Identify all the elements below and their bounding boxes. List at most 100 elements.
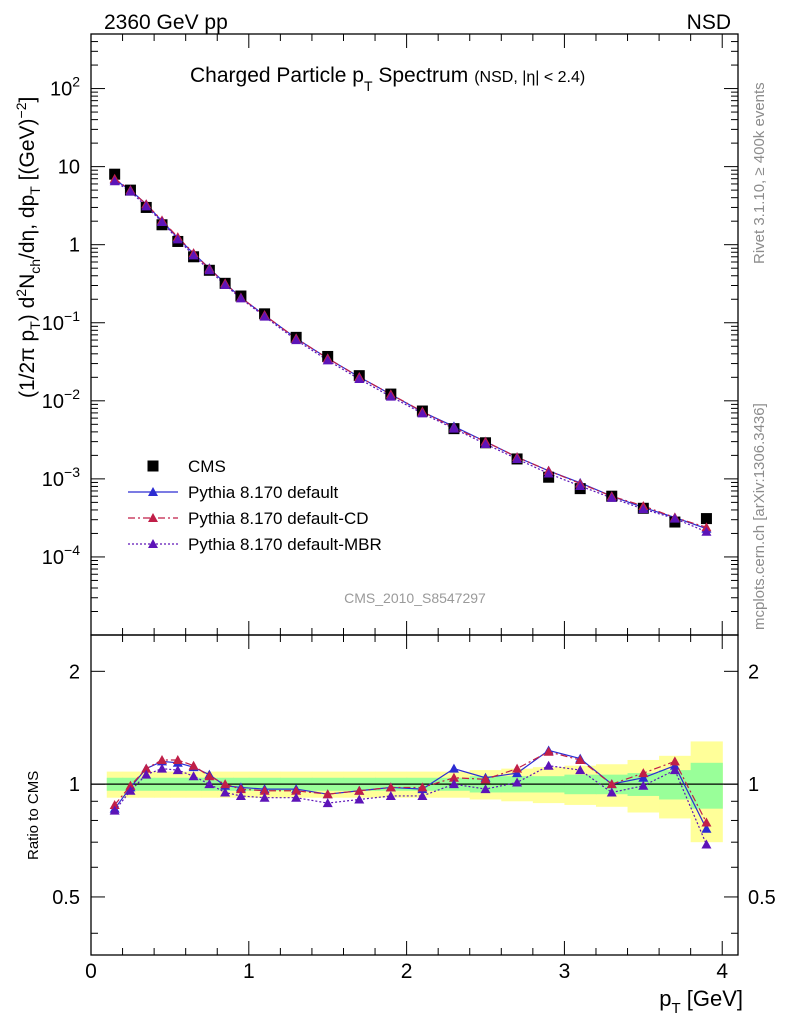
ratio-series-marker xyxy=(157,754,168,764)
ratio-series-marker xyxy=(322,789,333,799)
spectrum-series-marker xyxy=(259,311,270,321)
ratio-y-axis-label: Ratio to CMS xyxy=(25,771,42,860)
ratio-series-marker xyxy=(235,790,246,800)
ratio-series-marker xyxy=(543,746,554,756)
x-tick-label: 0 xyxy=(85,960,97,983)
ratio-series-marker xyxy=(188,760,199,770)
ratio-series-marker xyxy=(417,790,428,800)
y-tick-label: 102 xyxy=(50,74,80,101)
ratio-series-marker xyxy=(480,784,491,794)
spectrum-title: Charged Particle pT Spectrum (NSD, |η| < … xyxy=(190,64,585,94)
spectrum-series-marker xyxy=(220,279,231,289)
analysis-id-label: CMS_2010_S8547297 xyxy=(344,590,486,606)
ratio-series-marker xyxy=(606,787,617,797)
cms-data-point xyxy=(700,513,712,525)
ratio-series-marker xyxy=(606,779,617,789)
spectrum-series-marker xyxy=(385,391,396,401)
y-tick-label: 10 xyxy=(58,157,80,179)
ratio-series-marker xyxy=(543,760,554,770)
spectrum-series-marker xyxy=(125,186,136,196)
spectrum-series-marker xyxy=(638,504,649,514)
ratio-band-inner xyxy=(690,762,723,809)
ratio-y-tick-label-left: 0.5 xyxy=(52,887,80,909)
spectrum-series-marker xyxy=(157,217,168,227)
ratio-data-area xyxy=(91,741,738,849)
ratio-series-marker xyxy=(157,763,168,773)
ratio-series-marker xyxy=(291,792,302,802)
spectrum-series-marker xyxy=(448,423,459,433)
legend-label: Pythia 8.170 default-CD xyxy=(188,509,369,528)
ratio-series-marker xyxy=(172,765,183,775)
ratio-series-marker xyxy=(235,784,246,794)
ratio-series-marker xyxy=(701,823,712,833)
ratio-series-marker xyxy=(204,771,215,781)
ratio-series-marker xyxy=(701,817,712,827)
ratio-series-marker xyxy=(512,768,523,778)
ratio-series-marker xyxy=(322,798,333,808)
x-axis-label: pT [GeV] xyxy=(659,986,743,1017)
x-tick-label: 3 xyxy=(559,960,571,983)
ratio-series-marker xyxy=(172,754,183,764)
y-tick-label: 10−1 xyxy=(42,308,80,335)
spectrum-series-line xyxy=(114,180,707,533)
ratio-series-marker xyxy=(638,780,649,790)
y-tick-label: 1 xyxy=(69,235,80,257)
ratio-series-marker xyxy=(575,765,586,775)
ratio-series-marker xyxy=(417,782,428,792)
ratio-series-marker xyxy=(204,779,215,789)
ratio-panel-frame xyxy=(90,634,739,956)
ratio-series-marker xyxy=(448,763,459,773)
ratio-y-tick-label-right: 0.5 xyxy=(748,887,776,909)
header-process-label: NSD xyxy=(687,11,731,34)
legend-marker-triangle xyxy=(148,513,158,522)
ratio-series-marker xyxy=(354,794,365,804)
legend-marker-square xyxy=(147,460,159,472)
spectrum-series-line xyxy=(114,179,707,530)
ratio-series-marker xyxy=(638,772,649,782)
spectrum-series-marker xyxy=(235,293,246,303)
ratio-series-marker xyxy=(125,785,136,795)
spectrum-series-marker xyxy=(606,492,617,502)
spectrum-series-marker xyxy=(322,355,333,365)
spectrum-series-marker xyxy=(543,468,554,478)
spectrum-series-marker xyxy=(188,250,199,260)
legend-label: CMS xyxy=(188,457,226,476)
spectrum-series-marker xyxy=(291,335,302,345)
y-tick-label: 10−3 xyxy=(42,464,80,491)
legend-marker-triangle xyxy=(148,487,158,496)
ratio-series-marker xyxy=(141,769,152,779)
ratio-series-marker xyxy=(220,787,231,797)
ratio-series-marker xyxy=(575,754,586,764)
spectrum-series-marker xyxy=(575,481,586,491)
header-energy-label: 2360 GeV pp xyxy=(104,11,228,34)
ratio-series-marker xyxy=(512,777,523,787)
spectrum-series-marker xyxy=(480,438,491,448)
x-tick-label: 4 xyxy=(716,960,728,983)
spectrum-series-marker xyxy=(512,453,523,463)
ratio-series-marker xyxy=(669,756,680,766)
legend-label: Pythia 8.170 default-MBR xyxy=(188,535,382,554)
ratio-band-inner xyxy=(659,770,692,800)
ratio-series-marker xyxy=(259,792,270,802)
spectrum-series-marker xyxy=(669,513,680,523)
ratio-series-marker xyxy=(385,782,396,792)
y-tick-label: 10−2 xyxy=(42,386,80,413)
legend-marker-triangle xyxy=(148,539,158,548)
spectrum-series-marker xyxy=(354,374,365,384)
ratio-y-tick-label-right: 1 xyxy=(748,774,759,796)
axes-group: 0 1 2 3 4 10−4 10−3 10−2 10−1 1 10 102 0.5 0.5 1 1 2 2 xyxy=(42,33,776,983)
ratio-series-marker xyxy=(291,785,302,795)
spectrum-series-marker xyxy=(172,234,183,244)
mcplots-source-label: mcplots.cern.ch [arXiv:1306.3436] xyxy=(751,403,768,630)
legend: CMS Pythia 8.170 default Pythia 8.170 defa… xyxy=(128,457,382,554)
ratio-y-tick-label-left: 2 xyxy=(69,661,80,683)
ratio-series-marker xyxy=(448,779,459,789)
ratio-y-tick-label-left: 1 xyxy=(69,774,80,796)
ratio-series-marker xyxy=(188,771,199,781)
spectrum-series-marker xyxy=(109,176,120,186)
spectrum-series-marker xyxy=(141,201,152,211)
ratio-series-marker xyxy=(480,774,491,784)
ratio-series-marker xyxy=(638,768,649,778)
rivet-version-label: Rivet 3.1.10, ≥ 400k events xyxy=(751,82,768,264)
